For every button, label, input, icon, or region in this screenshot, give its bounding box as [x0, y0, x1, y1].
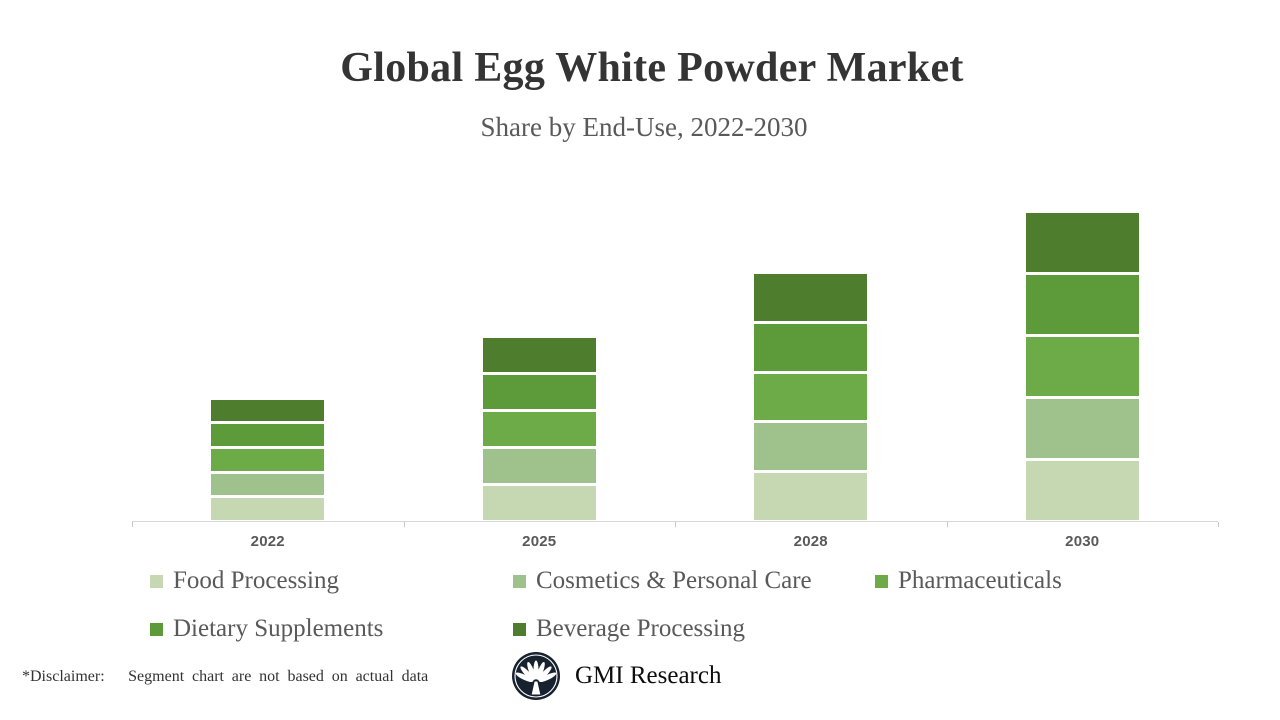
axis-tick [675, 522, 676, 527]
segment-pharmaceuticals-2022 [211, 448, 325, 471]
category-label-2030: 2030 [1065, 533, 1100, 550]
segment-cosmetics-personal-care-2028 [754, 423, 868, 471]
legend-item-dietary-supplements: Dietary Supplements [150, 615, 384, 642]
legend-label: Dietary Supplements [173, 615, 384, 642]
chart-title: Global Egg White Powder Market [340, 45, 964, 91]
category-label-2022: 2022 [250, 533, 285, 550]
legend-label: Cosmetics & Personal Care [536, 567, 812, 594]
segment-beverage-processing-2022 [211, 399, 325, 422]
segment-pharmaceuticals-2030 [1025, 336, 1139, 396]
bar-2025 [482, 337, 596, 520]
axis-tick [403, 522, 405, 527]
segment-cosmetics-personal-care-2030 [1025, 398, 1139, 458]
brand-name: GMI Research [575, 662, 722, 689]
category-label-2025: 2025 [522, 533, 557, 550]
gmi-logo-icon [512, 652, 560, 700]
legend-swatch-pharmaceuticals [875, 574, 888, 588]
category-label-2028: 2028 [793, 533, 828, 550]
axis-tick [1218, 522, 1219, 527]
legend-item-cosmetics-personal-care: Cosmetics & Personal Care [513, 567, 812, 594]
segment-dietary-supplements-2022 [211, 424, 325, 446]
legend-label: Pharmaceuticals [898, 567, 1062, 594]
disclaimer-text: *Disclaimer: Segment chart are not based… [22, 668, 429, 685]
legend-swatch-dietary-supplements [150, 622, 163, 636]
legend-swatch-beverage-processing [513, 622, 526, 636]
bar-2030 [1025, 212, 1139, 520]
segment-beverage-processing-2030 [1025, 212, 1139, 272]
segment-dietary-supplements-2025 [482, 374, 596, 409]
legend-label: Beverage Processing [536, 615, 745, 642]
segment-dietary-supplements-2028 [754, 323, 868, 371]
segment-food-processing-2022 [211, 498, 325, 520]
legend-item-food-processing: Food Processing [150, 567, 339, 594]
segment-food-processing-2025 [482, 485, 596, 520]
legend-label: Food Processing [173, 567, 339, 594]
chart-subtitle: Share by End-Use, 2022-2030 [480, 112, 808, 142]
segment-pharmaceuticals-2028 [754, 373, 868, 421]
segment-food-processing-2030 [1025, 460, 1139, 520]
legend-swatch-cosmetics-personal-care [513, 574, 526, 588]
segment-food-processing-2028 [754, 473, 868, 520]
x-axis-line [132, 521, 1218, 522]
segment-beverage-processing-2028 [754, 274, 868, 321]
axis-tick [132, 522, 133, 527]
segment-pharmaceuticals-2025 [482, 411, 596, 446]
segment-cosmetics-personal-care-2022 [211, 473, 325, 496]
axis-tick [946, 522, 948, 527]
segment-cosmetics-personal-care-2025 [482, 448, 596, 483]
segment-dietary-supplements-2030 [1025, 274, 1139, 334]
segment-beverage-processing-2025 [482, 337, 596, 372]
bar-2022 [211, 399, 325, 520]
legend-item-beverage-processing: Beverage Processing [513, 615, 745, 642]
legend-item-pharmaceuticals: Pharmaceuticals [875, 567, 1062, 594]
bar-2028 [754, 274, 868, 520]
legend-swatch-food-processing [150, 574, 163, 588]
brand-lockup: GMI Research [511, 651, 721, 701]
